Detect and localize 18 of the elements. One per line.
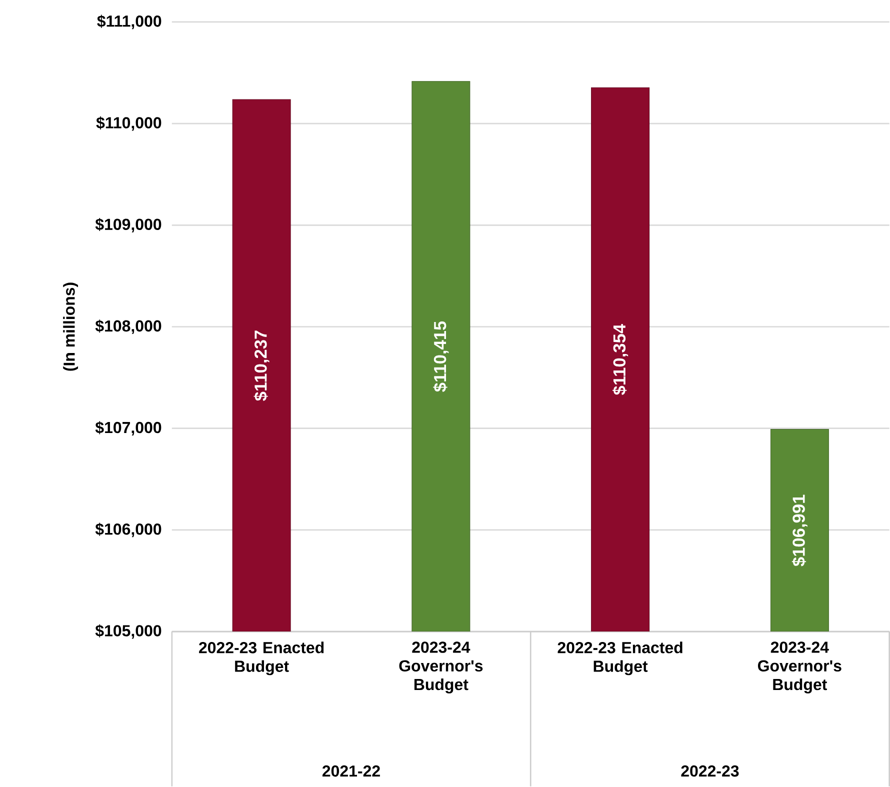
text: 2022-23 [681, 765, 739, 777]
x-tick-label: 2022-23 Enacted Budget [558, 642, 682, 676]
y-tick-label: $111,000 [97, 14, 162, 30]
data-label: $110,237 [254, 330, 270, 401]
y-tick-label: $108,000 [95, 320, 162, 334]
y-axis-title: (In millions) [63, 282, 78, 371]
data-label: $110,354 [612, 324, 628, 395]
x-tick-label: 2023-24 Governor's Budget [758, 642, 842, 694]
y-tick-label: $109,000 [95, 218, 162, 232]
x-tick-label: 2023-24 Governor's Budget [399, 642, 483, 694]
data-label: $110,415 [433, 321, 449, 392]
y-tick-label: $106,000 [95, 522, 162, 538]
data-label: $106,991 [792, 494, 808, 566]
y-tick-label: $107,000 [95, 421, 162, 436]
x-tick-label: 2022-23 Enacted Budget [199, 642, 324, 676]
text: 2021-22 [322, 765, 380, 777]
y-tick-label: $105,000 [95, 624, 162, 639]
y-tick-label: $110,000 [96, 116, 162, 131]
